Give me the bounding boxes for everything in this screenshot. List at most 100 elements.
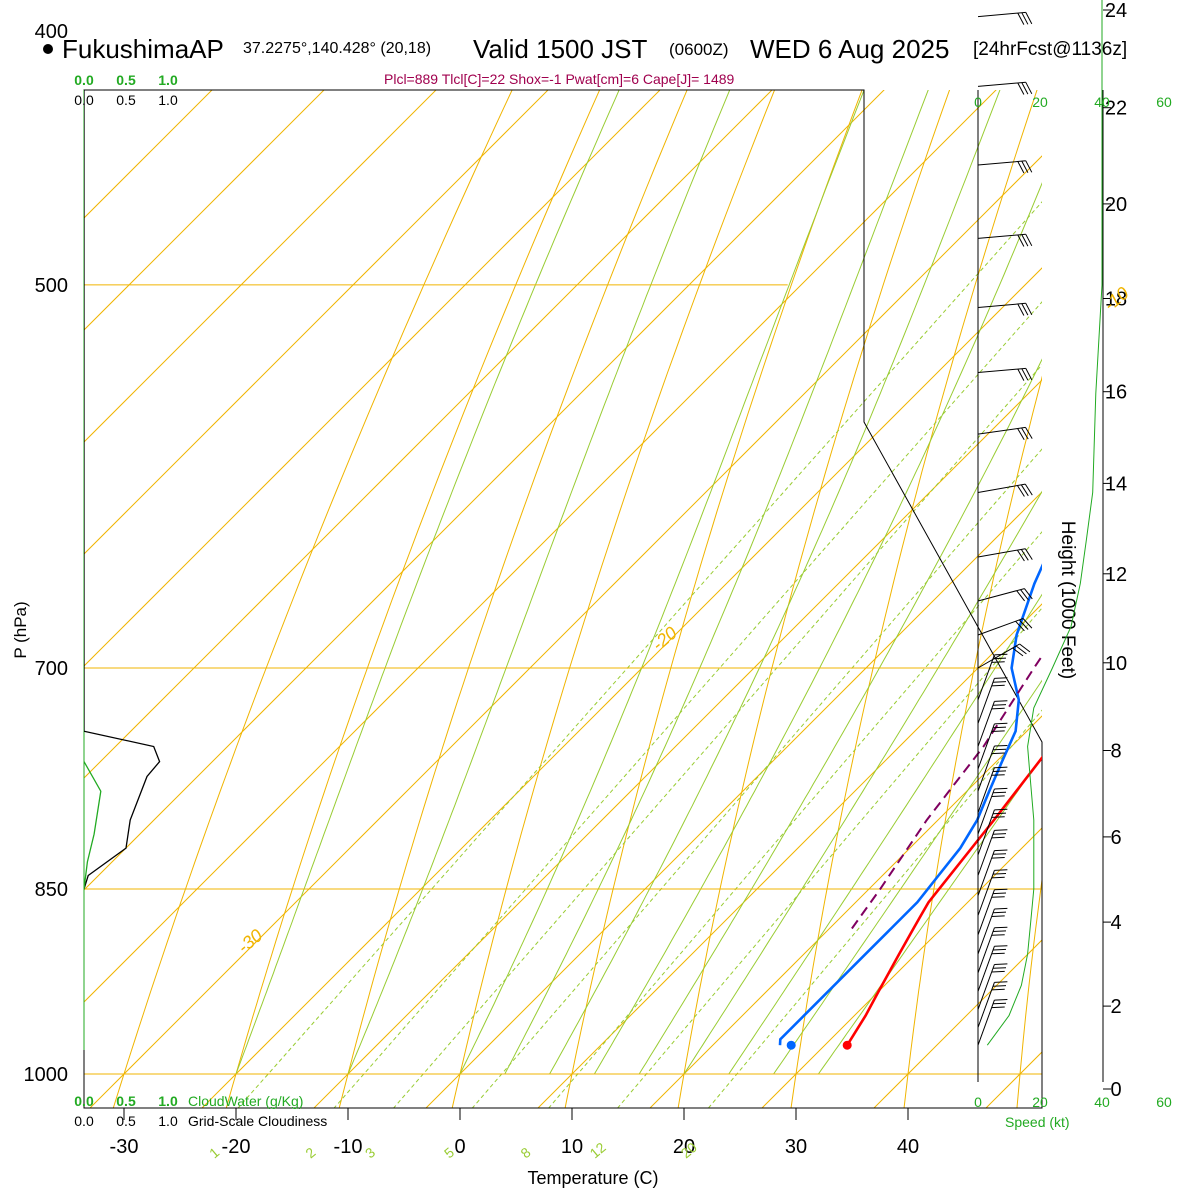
wind-barb <box>977 618 1033 636</box>
wind-barb-staff <box>977 946 995 992</box>
isotherm-line <box>84 90 549 555</box>
mixing-ratio-label: 3 <box>362 1144 378 1161</box>
isotherm-line <box>89 155 1042 1108</box>
wind-barb-flag <box>992 967 1007 969</box>
wind-barb <box>977 233 1033 247</box>
wind-barb-flag <box>994 945 1008 947</box>
temperature-tick-label: 0 <box>454 1136 465 1158</box>
wind-barb-flag <box>1016 485 1025 497</box>
moist-adiabat-line <box>504 90 929 1075</box>
wind-barb-flag <box>994 745 1008 747</box>
dry-adiabat-line <box>1016 876 1042 1108</box>
wind-barb-flag <box>992 704 1007 706</box>
station-name: FukushimaAP <box>62 34 224 64</box>
dry-adiabat-line <box>903 375 1042 1108</box>
mixing-ratio-line <box>471 448 1042 1108</box>
mixing-ratio-label: 2 <box>302 1144 318 1161</box>
wind-barb-flag <box>992 833 1007 835</box>
wind-barb-flag <box>991 661 1005 663</box>
cloud-axis: 0.0 0.0 0.0 0.0 0.5 0.5 0.5 0.5 1.0 1.0 1.0 1.0 <box>74 72 178 1129</box>
height-tick-label: 24 <box>1105 0 1127 22</box>
forecast-label: [24hrFcst@1136z] <box>973 39 1127 60</box>
pressure-tick-label: 1000 <box>24 1064 69 1086</box>
moist-adiabat-line <box>347 90 731 1075</box>
isotherm-line <box>761 827 1042 1108</box>
wind-barb-flag <box>1021 234 1029 247</box>
wind-barb-staff <box>977 850 995 896</box>
wind-barb-staff <box>977 588 1025 602</box>
wind-barb <box>977 745 1008 792</box>
mixing-ratio-line <box>333 301 1042 1108</box>
wind-barb <box>977 981 1008 1028</box>
cloudiness-tick-bottom: 0.0 <box>74 1113 94 1129</box>
wind-barb-staff <box>977 982 995 1028</box>
wind-barb-flag <box>1016 590 1025 602</box>
wind-barbs <box>977 11 1033 1046</box>
wind-barb <box>977 999 1008 1046</box>
station-coords: 37.2275°,140.428° (20,18) <box>243 40 431 57</box>
surface-dewpoint-marker <box>786 1040 796 1050</box>
wind-barb-flag <box>994 808 1008 811</box>
wind-barb-flag <box>991 816 1005 818</box>
wind-barb <box>977 677 1008 724</box>
wind-barb-flag <box>991 970 1005 973</box>
surface-temperature-marker <box>842 1040 852 1050</box>
wind-barb-staff <box>977 908 995 955</box>
wind-barb <box>977 849 1008 896</box>
temperature-axis: -30 -20 -10 0 10 20 30 40 <box>110 1108 919 1158</box>
isotherm-line <box>313 379 1042 1108</box>
wind-barb-flag <box>991 795 1005 797</box>
wind-barb-flag <box>992 985 1007 987</box>
stability-indices: Plcl=889 Tlcl[C]=22 Shox=-1 Pwat[cm]=6 C… <box>384 71 735 87</box>
height-tick-label: 2 <box>1110 996 1121 1018</box>
temperature-profile <box>846 755 1042 1046</box>
wind-barb-staff <box>977 723 995 770</box>
wind-barb-flag <box>1020 589 1029 601</box>
wind-barb-flag <box>1021 427 1029 440</box>
speed-axis-label: Speed (kt) <box>1005 1114 1070 1130</box>
wind-barb-flag <box>1021 160 1029 173</box>
height-tick-label: 16 <box>1105 382 1127 404</box>
moist-adiabat-line <box>817 755 1042 1075</box>
wind-barb-flag <box>994 787 1008 790</box>
dry-adiabat-line <box>677 90 951 1108</box>
wind-barb-flag <box>992 948 1007 951</box>
pressure-axis: 1000850700500400300250 <box>24 21 69 1086</box>
cloudwater-tick-top: 1.0 <box>158 72 178 88</box>
wind-barb-flag <box>1025 234 1033 247</box>
wind-barb-flag <box>1021 368 1029 381</box>
height-axis: 02468101214161820222426283032 <box>1103 0 1127 1101</box>
height-tick-label: 22 <box>1105 98 1127 120</box>
wind-barb-flag <box>992 892 1007 895</box>
mixing-ratio-label: 1 <box>206 1144 222 1161</box>
isotherm-line <box>537 603 1042 1108</box>
wind-barb-flag <box>992 726 1007 729</box>
wind-barb-flag <box>1024 548 1033 560</box>
dry-adiabat-line <box>225 90 601 1108</box>
parcel-profile <box>851 654 1042 930</box>
wind-barb <box>977 700 1008 747</box>
wind-barb-staff <box>977 889 995 936</box>
mixing-ratio-line <box>617 607 1042 1108</box>
wind-barb-flag <box>1025 368 1033 381</box>
profiles <box>84 90 1042 1046</box>
isotherm-line <box>873 939 1042 1108</box>
isotherm-label: -30 <box>234 925 267 957</box>
isotherm-line <box>84 90 437 443</box>
wind-barb-flag <box>994 677 1008 679</box>
wind-barb <box>977 766 1008 813</box>
temperature-tick-label: 20 <box>673 1136 695 1158</box>
wind-barb <box>977 643 1031 669</box>
isotherm-line <box>84 90 325 331</box>
wind-barb-flag <box>1017 234 1025 247</box>
mixing-ratio-label: 8 <box>517 1144 533 1161</box>
cloudiness-tick-bottom: 1.0 <box>158 1113 178 1129</box>
wind-barb-flag <box>1025 82 1033 95</box>
wind-barb <box>977 302 1033 316</box>
wind-barb-flag <box>1012 647 1024 657</box>
wind-barb-flag <box>994 907 1008 910</box>
cloudiness-tick-top: 0.0 <box>74 92 94 108</box>
wind-barb-flag <box>991 1006 1005 1009</box>
